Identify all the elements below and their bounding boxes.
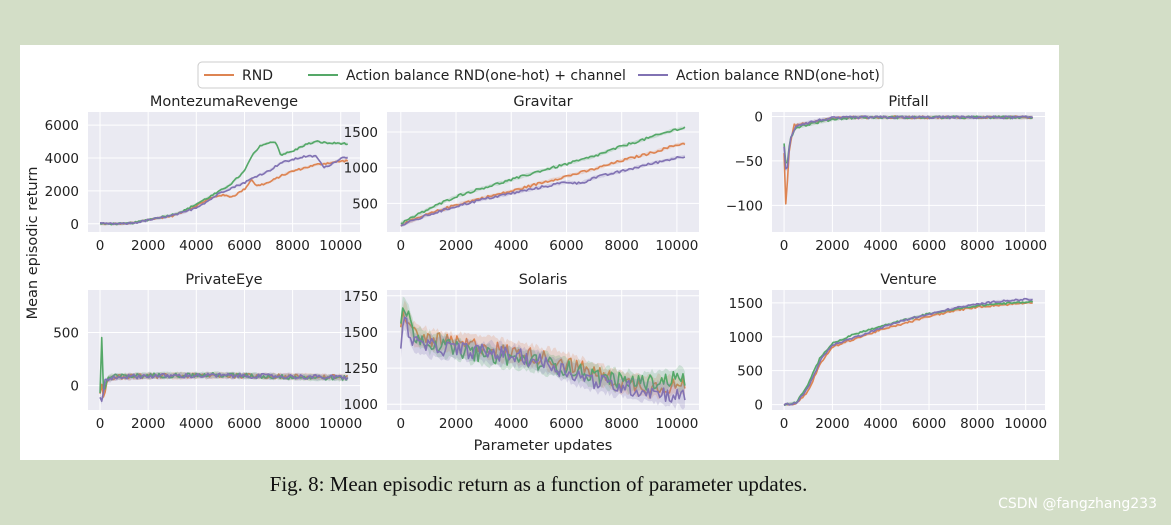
legend-label-rnd: RND	[242, 68, 273, 84]
plot-area	[772, 112, 1045, 232]
series-line-rnd	[400, 142, 686, 227]
y-tick-label: 500	[53, 325, 79, 341]
x-tick-label: 10000	[319, 238, 362, 254]
x-tick-label: 6000	[549, 238, 583, 254]
x-tick-label: 10000	[1004, 416, 1047, 432]
x-tick-label: 8000	[605, 238, 639, 254]
x-tick-label: 6000	[912, 238, 946, 254]
plot-area	[88, 290, 360, 410]
series-line-onehot	[400, 155, 686, 227]
y-tick-label: 1500	[729, 296, 763, 312]
y-tick-label: 1250	[344, 361, 378, 377]
x-tick-label: 4000	[179, 416, 213, 432]
y-tick-label: 0	[754, 109, 763, 125]
panel-title: Gravitar	[513, 94, 572, 110]
plot-area	[772, 290, 1045, 410]
panel-title: PrivateEye	[185, 272, 262, 288]
x-tick-label: 10000	[655, 416, 698, 432]
x-tick-label: 2000	[439, 238, 473, 254]
x-tick-label: 4000	[864, 238, 898, 254]
series-line-onehot	[783, 115, 1034, 170]
x-tick-label: 0	[780, 416, 789, 432]
y-axis-label: Mean episodic return	[25, 167, 41, 320]
x-tick-label: 0	[96, 238, 105, 254]
x-tick-label: 10000	[655, 238, 698, 254]
panel-gravitar: 0 2000 4000 6000 8000 10000 500 1000 1500 Gravita…	[344, 94, 699, 254]
series-band-onehot	[400, 310, 685, 410]
x-axis-label: Parameter updates	[474, 438, 613, 454]
panel-venture: 0 2000 4000 6000 8000 10000 0 500 1000 1500 Ventur…	[729, 272, 1048, 432]
x-tick-label: 4000	[494, 238, 528, 254]
x-tick-label: 8000	[960, 416, 994, 432]
y-tick-label: 500	[352, 196, 378, 212]
panel-privateeye: 0 2000 4000 6000 8000 10000 0 500 PrivateEye	[53, 272, 362, 432]
series-band-onehot	[100, 371, 348, 405]
series-line-onehot	[99, 372, 349, 403]
legend: RND Action balance RND(one-hot) + channel…	[197, 61, 884, 89]
y-tick-label: −50	[735, 154, 764, 170]
x-tick-label: 2000	[815, 416, 849, 432]
figure: 0 2000 4000 6000 8000 10000 0 2000 4000 6000 Monte…	[20, 45, 1059, 460]
x-tick-label: 2000	[131, 416, 165, 432]
x-tick-label: 8000	[275, 238, 309, 254]
y-tick-label: 0	[70, 217, 79, 233]
y-tick-label: 1500	[344, 325, 378, 341]
legend-frame	[197, 61, 884, 89]
y-tick-label: 0	[70, 379, 79, 395]
x-tick-label: 2000	[815, 238, 849, 254]
panel-montezumarevenge: 0 2000 4000 6000 8000 10000 0 2000 4000 6000 Monte…	[45, 94, 363, 254]
series-band-onehot	[100, 154, 348, 226]
x-tick-label: 4000	[494, 416, 528, 432]
panel-title: Pitfall	[888, 94, 928, 110]
y-tick-label: 500	[737, 364, 763, 380]
series-line-rnd	[783, 301, 1033, 406]
legend-label-channel: Action balance RND(one-hot) + channel	[346, 68, 626, 84]
x-tick-label: 6000	[227, 238, 261, 254]
x-tick-label: 2000	[439, 416, 473, 432]
series-line-channel	[400, 126, 686, 225]
y-tick-label: −100	[726, 198, 763, 214]
x-tick-label: 6000	[227, 416, 261, 432]
y-tick-label: 1000	[344, 397, 378, 413]
y-tick-label: 1500	[344, 125, 378, 141]
x-tick-label: 0	[96, 416, 105, 432]
panel-solaris: 0 2000 4000 6000 8000 10000 1000 1250 1500 1750 So…	[344, 272, 699, 432]
panel-title: MontezumaRevenge	[150, 94, 298, 110]
x-tick-label: 0	[397, 238, 406, 254]
y-tick-label: 1000	[729, 330, 763, 346]
y-tick-label: 0	[754, 398, 763, 414]
y-tick-label: 6000	[45, 118, 79, 134]
panel-title: Solaris	[519, 272, 568, 288]
y-tick-label: 1000	[344, 161, 378, 177]
x-tick-label: 8000	[275, 416, 309, 432]
x-tick-label: 10000	[319, 416, 362, 432]
series-line-onehot	[783, 297, 1033, 407]
x-tick-label: 0	[397, 416, 406, 432]
series-line-onehot	[400, 316, 686, 403]
x-tick-label: 4000	[179, 238, 213, 254]
y-tick-label: 1750	[344, 289, 378, 305]
x-tick-label: 8000	[605, 416, 639, 432]
plot-area	[88, 112, 360, 232]
x-tick-label: 8000	[960, 238, 994, 254]
series-band-channel	[400, 296, 685, 396]
x-tick-label: 10000	[1004, 238, 1047, 254]
panel-pitfall: 0 2000 4000 6000 8000 10000 −100 −50 0 Pitfall	[726, 94, 1047, 254]
watermark: CSDN @fangzhang233	[998, 496, 1157, 512]
y-tick-label: 4000	[45, 151, 79, 167]
legend-label-onehot: Action balance RND(one-hot)	[676, 68, 880, 84]
x-tick-label: 4000	[864, 416, 898, 432]
x-tick-label: 6000	[912, 416, 946, 432]
series-band-channel	[400, 125, 685, 226]
figure-caption: Fig. 8: Mean episodic return as a functi…	[269, 472, 808, 496]
x-tick-label: 0	[780, 238, 789, 254]
y-tick-label: 2000	[45, 184, 79, 200]
chart-canvas: 0 2000 4000 6000 8000 100000200040006000Monte…	[25, 61, 1048, 454]
panel-title: Venture	[880, 272, 936, 288]
series-line-onehot	[99, 154, 348, 226]
x-tick-label: 6000	[549, 416, 583, 432]
x-tick-label: 2000	[131, 238, 165, 254]
series-band-onehot	[784, 115, 1033, 172]
